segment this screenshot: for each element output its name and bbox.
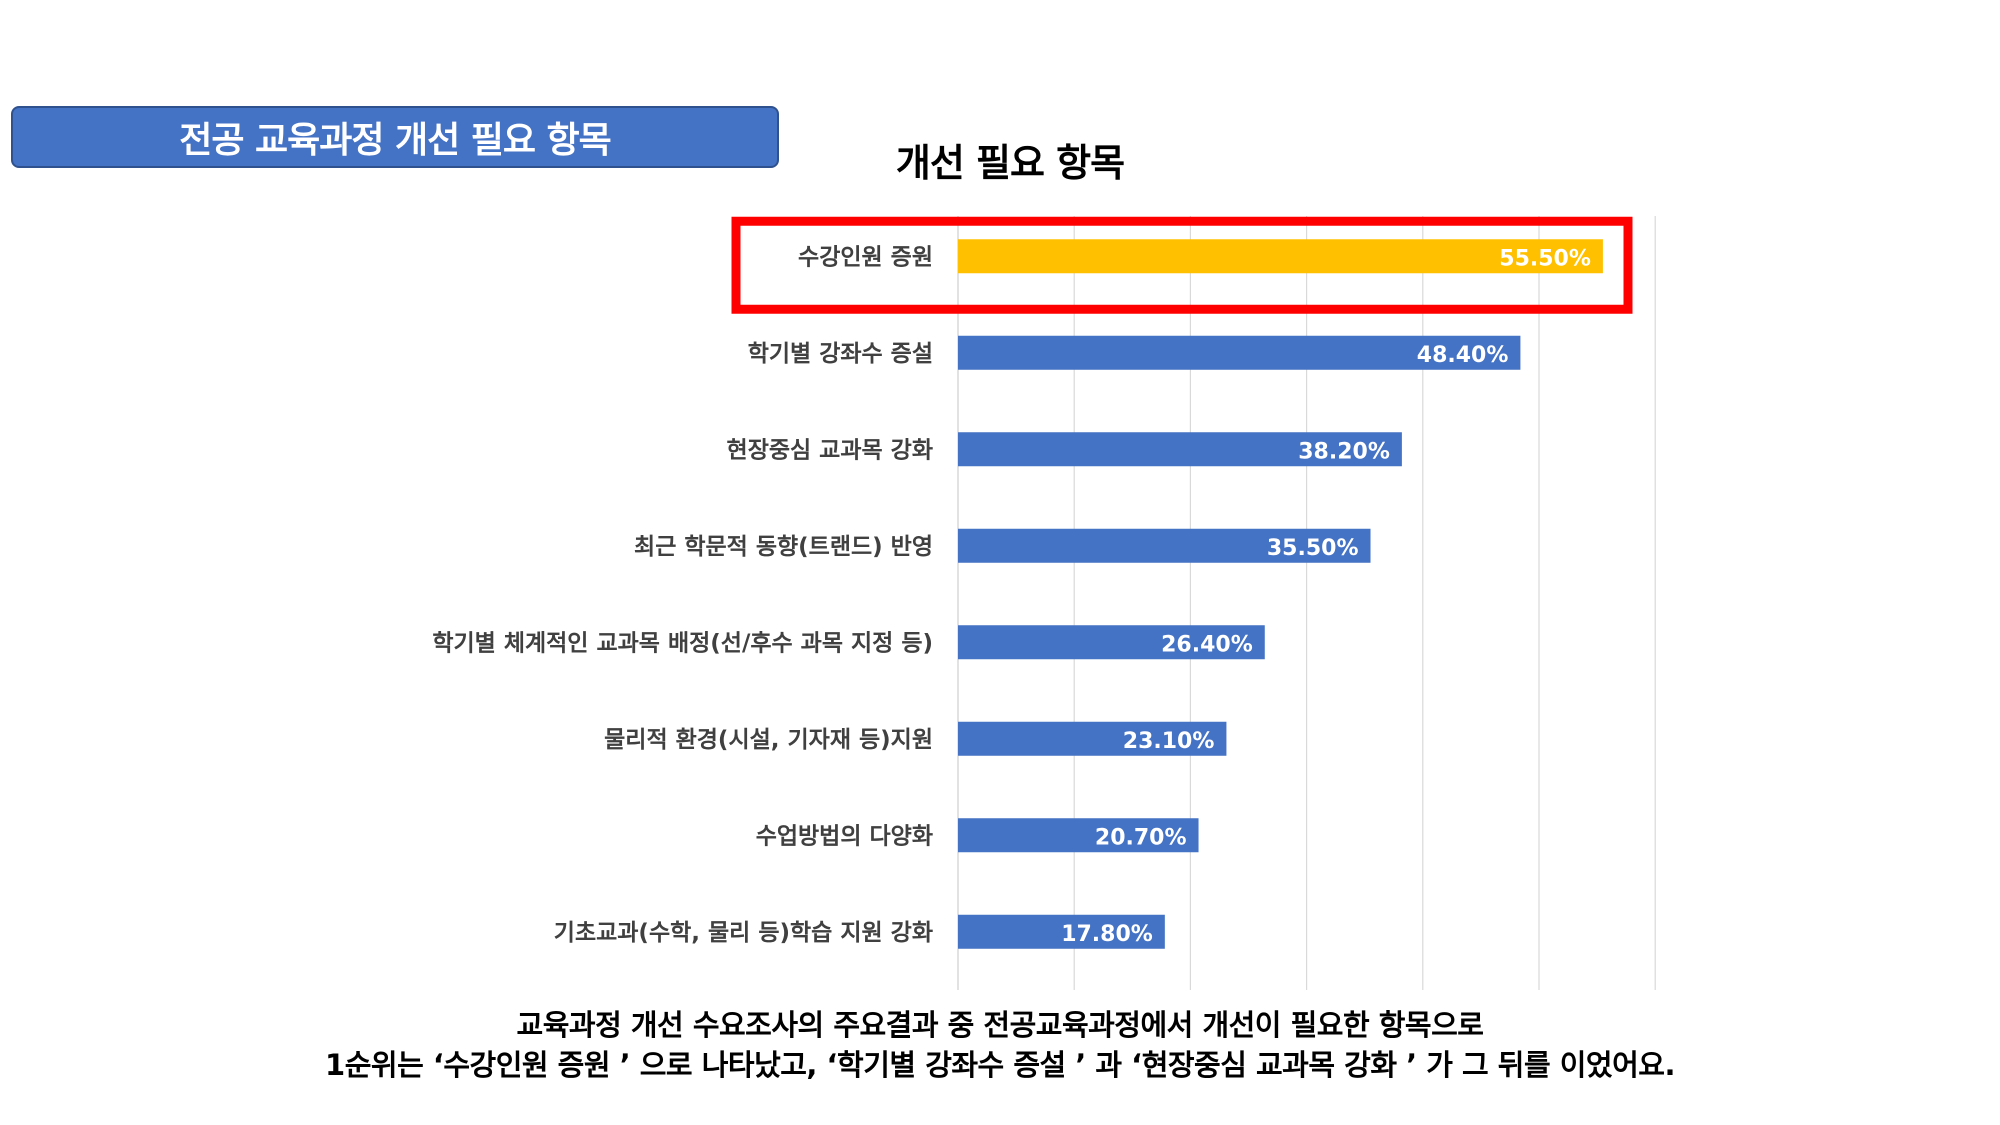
category-label: 학기별 체계적인 교과목 배정(선/후수 과목 지정 등) — [432, 630, 933, 656]
bar — [958, 432, 1402, 467]
highlight-box — [731, 216, 1633, 314]
bar — [958, 818, 1199, 853]
value-label: 23.10% — [1123, 729, 1215, 754]
bar — [958, 625, 1265, 660]
bar — [958, 721, 1227, 756]
bar — [958, 335, 1521, 370]
value-label: 20.70% — [1095, 825, 1187, 850]
value-label: 35.50% — [1267, 536, 1359, 561]
caption-line-2: 1순위는 ‘수강인원 증원 ’ 으로 나타났고, ‘학기별 강좌수 증설 ’ 과… — [325, 1048, 1675, 1082]
category-label: 수강인원 증원 — [798, 244, 933, 270]
caption: 교육과정 개선 수요조사의 주요결과 중 전공교육과정에서 개선이 필요한 항목… — [0, 1005, 2000, 1085]
caption-line-1: 교육과정 개선 수요조사의 주요결과 중 전공교육과정에서 개선이 필요한 항목… — [516, 1008, 1484, 1042]
gridlines — [957, 216, 1656, 990]
section-banner: 전공 교육과정 개선 필요 항목 — [11, 106, 779, 168]
value-label: 26.40% — [1161, 632, 1253, 657]
category-label: 수업방법의 다양화 — [756, 823, 933, 849]
value-label: 17.80% — [1061, 922, 1153, 947]
bar — [958, 914, 1165, 949]
category-label: 물리적 환경(시설, 기자재 등)지원 — [604, 727, 933, 753]
banner-title: 전공 교육과정 개선 필요 항목 — [179, 120, 612, 161]
value-label: 38.20% — [1298, 439, 1390, 464]
chart-title: 개선 필요 항목 — [895, 141, 1125, 185]
bars — [958, 239, 1603, 949]
value-label: 55.50% — [1499, 246, 1591, 271]
labels: 수강인원 증원 55.50% 학기별 강좌수 증설 48.40% 현장중심 교과목 강화… — [432, 244, 1591, 947]
bar — [958, 528, 1371, 563]
category-label: 기초교과(수학, 물리 등)학습 지원 강화 — [554, 920, 933, 946]
category-label: 현장중심 교과목 강화 — [727, 437, 933, 463]
category-label: 학기별 강좌수 증설 — [748, 341, 933, 367]
category-label: 최근 학문적 동향(트랜드) 반영 — [634, 534, 933, 560]
value-label: 48.40% — [1417, 343, 1509, 368]
bar — [958, 239, 1603, 274]
